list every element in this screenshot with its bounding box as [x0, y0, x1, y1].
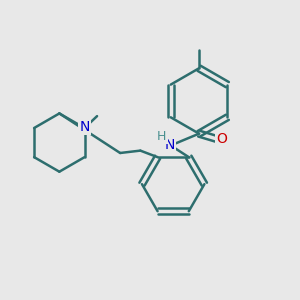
Text: N: N: [80, 120, 90, 134]
Text: H: H: [157, 130, 166, 142]
Text: O: O: [216, 132, 227, 146]
Text: N: N: [165, 138, 175, 152]
